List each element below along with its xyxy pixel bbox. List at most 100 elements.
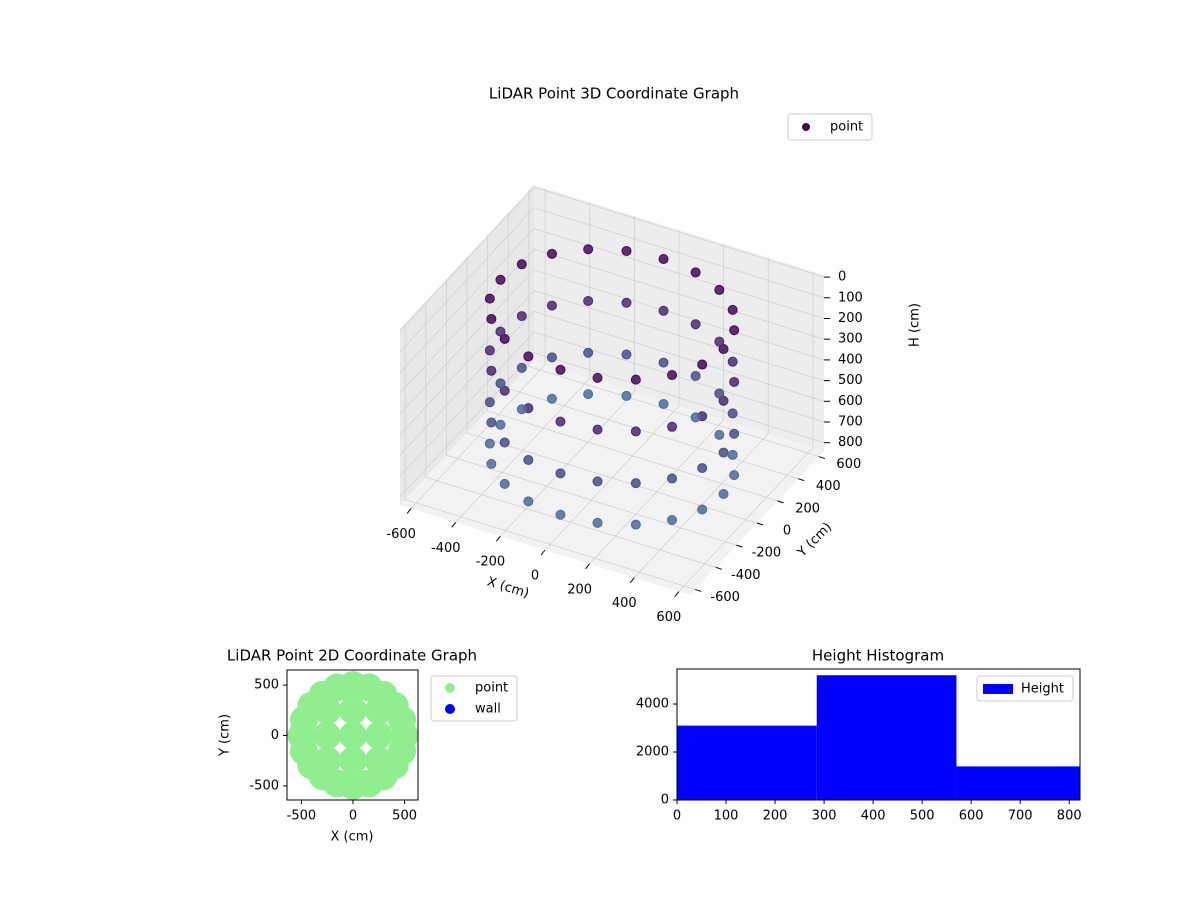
y-tick-label: -400 [731,568,761,583]
x-axis-label: X (cm) [485,575,531,602]
grid-line [399,352,825,497]
legend-label: Height [1021,682,1064,697]
legend-label: point [475,681,508,696]
x-tick-label: 500 [392,809,417,824]
point [388,737,417,766]
grid-line [399,310,825,456]
legend-marker [445,683,455,693]
grid-line [399,207,825,353]
tick-mark [818,456,826,460]
x-tick-label: -200 [476,555,506,570]
bar [677,725,817,800]
point [714,336,725,347]
axes-frame [286,669,419,801]
point [729,376,740,387]
point [729,325,740,336]
point [484,397,495,408]
point [486,417,497,428]
point [621,349,632,360]
point [523,454,534,465]
z-tick-label: 600 [838,394,863,409]
point [523,496,534,507]
y-tick-label: 0 [661,793,669,808]
tick-mark [585,563,591,570]
point [546,352,557,363]
y-tick-label: 400 [816,479,841,494]
point [583,295,594,306]
point [555,468,566,479]
grid-line [466,257,758,524]
point [583,389,594,400]
point [499,385,510,396]
y-tick-label: 2000 [636,745,669,760]
point [516,259,527,270]
grid-line [544,230,680,551]
x-tick-label: 0 [673,809,681,824]
chart-title: LiDAR Point 3D Coordinate Graph [489,85,739,103]
y-tick-label: -500 [249,778,279,793]
y-tick-label: 4000 [636,697,669,712]
point [621,297,632,308]
z-tick-label: 500 [838,373,863,388]
x-tick-label: -500 [287,809,317,824]
point [499,437,510,448]
point [555,509,566,520]
y-axis-label: Y (cm) [218,714,233,757]
point [667,370,678,381]
legend-box [787,113,873,141]
bar [956,766,1080,800]
point [667,473,678,484]
chart-title: Height Histogram [812,647,944,665]
plot-area [287,671,418,800]
point [484,293,495,304]
point [697,359,708,370]
y-tick-label: 0 [783,524,791,539]
point [690,370,701,381]
tick-mark [715,566,722,570]
point [658,357,669,368]
grid-line [399,331,825,477]
point [546,393,557,404]
point [714,284,725,295]
point [364,696,393,725]
point [364,746,393,775]
point [658,254,669,265]
legend-label: wall [475,702,501,717]
point [667,421,678,432]
bar [816,675,957,800]
point [718,447,729,458]
tick-mark [406,508,412,514]
x-tick-label: 400 [861,809,886,824]
z-tick-label: 800 [838,435,863,450]
legend-patch [983,684,1013,694]
point [630,426,641,437]
legend-box [976,675,1074,702]
point [592,424,603,435]
point [592,517,603,528]
point [729,470,740,481]
grid-line [500,216,635,537]
grid-line [399,248,825,394]
grid-line [399,186,825,332]
tick-mark [798,478,805,482]
z-tick-label: 400 [838,352,863,367]
x-axis-label: X (cm) [331,830,374,845]
grid-line [528,190,819,457]
plot-area [677,675,1080,800]
point [690,319,701,330]
z-tick-label: 200 [838,311,863,326]
y-tick-label: -600 [710,590,740,605]
x-tick-label: 600 [959,809,984,824]
point [516,404,527,415]
point [714,429,725,440]
point [718,395,729,406]
point [583,244,594,255]
point [697,463,708,474]
point [339,746,368,775]
x-tick-label: 0 [349,809,357,824]
grid-line [399,269,825,415]
z-axis-label: H (cm) [908,303,923,347]
y-tick-label: 600 [836,457,861,472]
point [718,344,729,355]
grid-line [455,202,591,523]
